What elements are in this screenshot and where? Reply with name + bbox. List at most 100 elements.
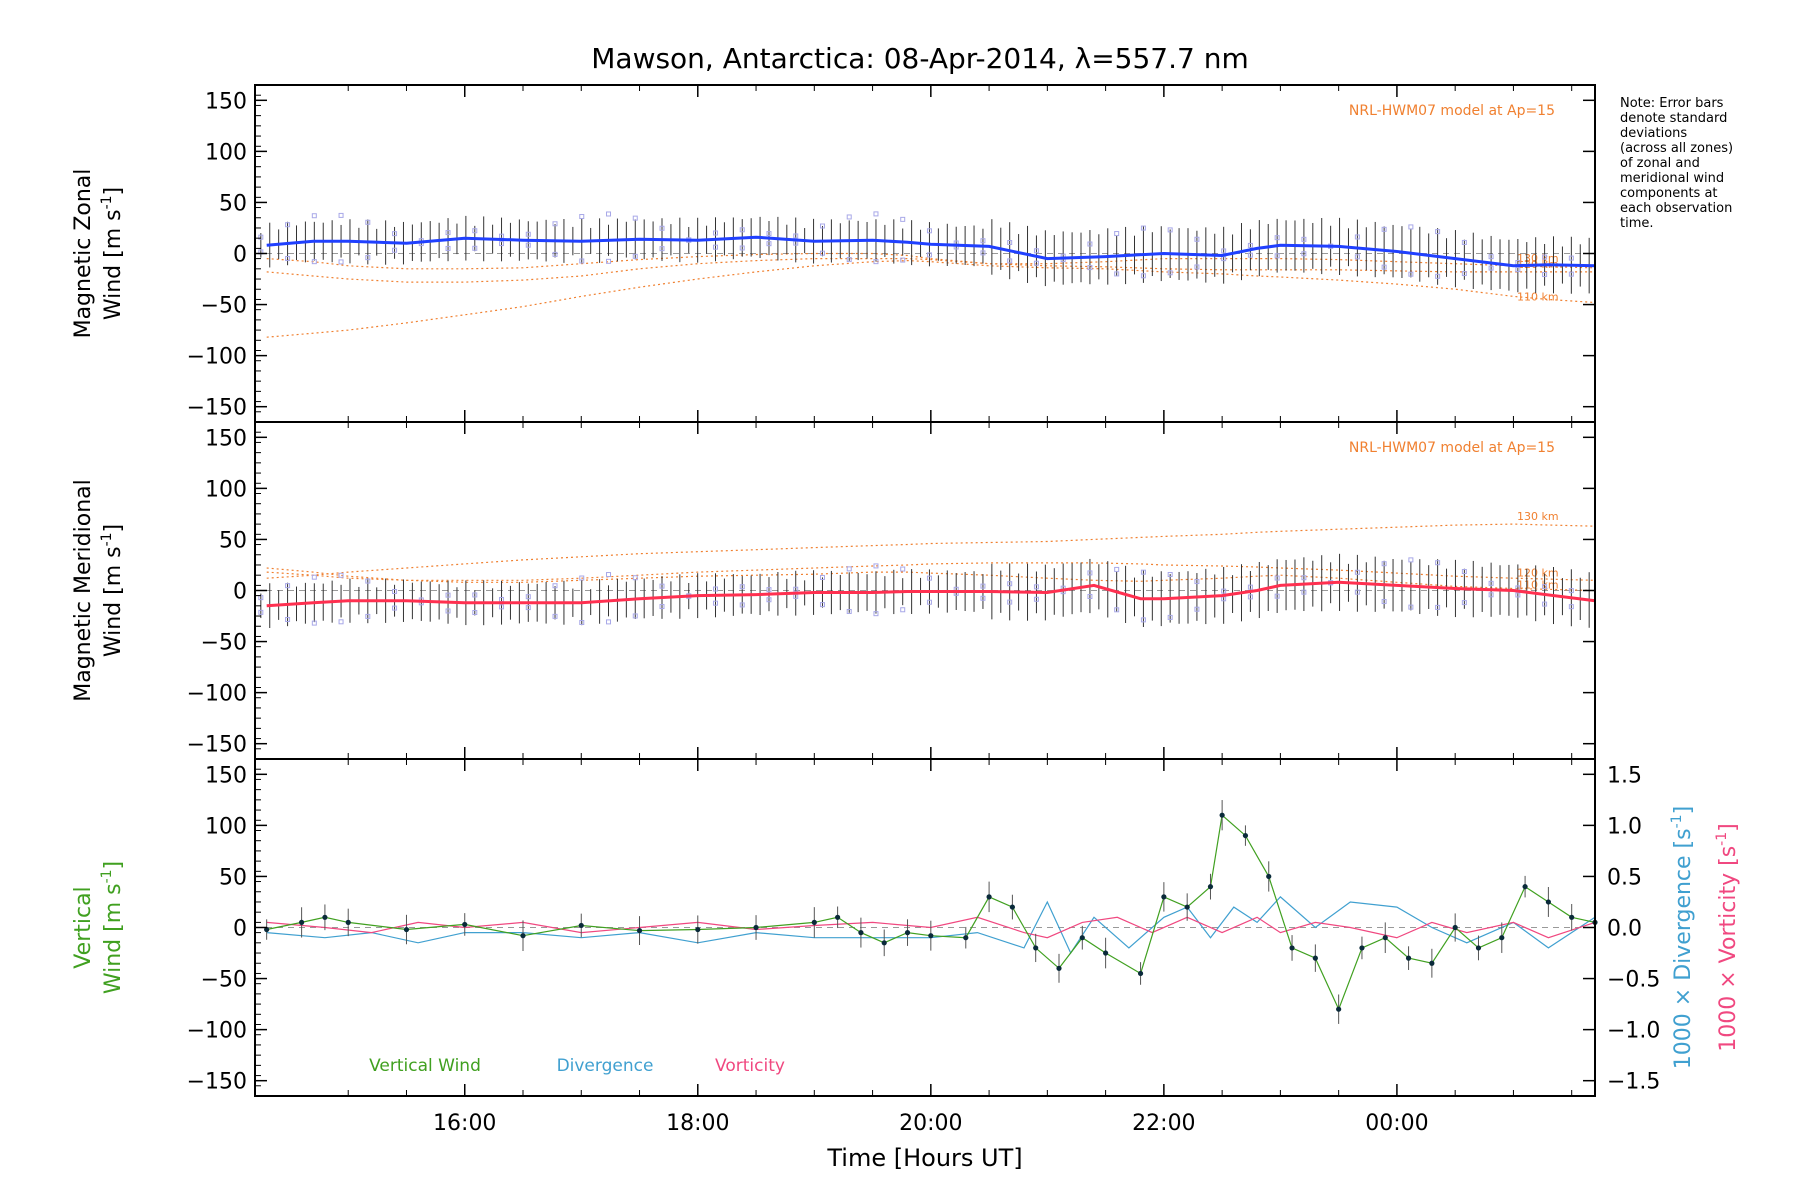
model-curve-label: 130 km <box>1517 252 1559 265</box>
zone-marker <box>712 600 718 606</box>
zone-marker <box>1087 241 1093 247</box>
y-tick-label: 100 <box>205 814 247 839</box>
vertical-wind-point <box>520 933 526 939</box>
zone-marker <box>1488 580 1494 586</box>
zone-marker <box>846 608 852 614</box>
meridional-y-axis-label-line2: Wind [m s-1] <box>99 524 126 657</box>
model-curve <box>266 258 1595 283</box>
zone-marker <box>1408 604 1414 610</box>
zone-marker <box>1568 604 1574 610</box>
y-tick-label: −100 <box>187 345 247 370</box>
vertical-wind-point <box>1382 935 1388 941</box>
note-line: deviations <box>1620 126 1688 141</box>
zone-marker <box>659 583 665 589</box>
zone-marker <box>1221 588 1227 594</box>
vertical-wind-point <box>1429 960 1435 966</box>
zone-marker <box>579 619 585 625</box>
vertical-wind-point <box>1242 832 1249 839</box>
zone-marker <box>900 607 906 613</box>
zone-marker <box>1007 258 1013 264</box>
zone-marker <box>1114 231 1120 237</box>
zone-marker <box>445 608 451 614</box>
zone-marker <box>1194 606 1200 612</box>
vertical-wind-point <box>1184 904 1190 910</box>
zone-marker <box>1194 264 1200 270</box>
zone-marker <box>1247 252 1253 258</box>
zone-marker <box>1408 224 1414 230</box>
vertical-wind-point <box>1499 935 1505 941</box>
zone-marker <box>819 223 825 229</box>
vertical-wind-point <box>811 919 817 925</box>
vertical-y-axis-label: Vertical Wind [m s-1] <box>71 861 126 994</box>
zone-marker <box>846 257 852 263</box>
zone-marker <box>606 619 612 625</box>
zone-marker <box>1435 560 1441 566</box>
zone-marker <box>1488 265 1494 271</box>
zone-marker <box>285 583 291 589</box>
zone-marker <box>1087 593 1093 599</box>
zone-marker <box>712 586 718 592</box>
zone-marker <box>1033 584 1039 590</box>
zone-marker <box>1114 607 1120 613</box>
zone-marker <box>766 597 772 603</box>
vertical-wind-point <box>1475 945 1482 951</box>
zone-marker <box>659 225 665 231</box>
vertical-wind-point <box>904 930 911 936</box>
zone-marker <box>338 572 344 578</box>
zone-marker <box>499 241 505 247</box>
vertical-wind-point <box>1137 970 1144 977</box>
x-tick-label: 18:00 <box>666 1111 729 1136</box>
vertical-wind-point <box>1103 950 1109 956</box>
zone-marker <box>1568 255 1574 261</box>
y2-tick-label: 0.0 <box>1607 917 1642 942</box>
zone-marker <box>926 228 932 234</box>
zone-marker <box>632 215 638 221</box>
zone-marker <box>285 616 291 622</box>
vertical-y-axis-label-line2: Wind [m s-1] <box>99 861 126 994</box>
zone-marker <box>926 575 932 581</box>
note-line: time. <box>1620 216 1654 231</box>
model-curve-label: 110 km <box>1517 579 1559 592</box>
vertical-wind-line <box>266 814 1596 1011</box>
zone-marker <box>1515 267 1521 273</box>
zone-marker <box>1435 604 1441 610</box>
zone-marker <box>1354 254 1360 260</box>
legend-vertical-wind: Vertical Wind <box>369 1056 481 1076</box>
zone-marker <box>632 575 638 581</box>
y2-tick-label: 1.5 <box>1607 763 1642 788</box>
zone-marker <box>579 214 585 220</box>
zone-marker <box>1274 593 1280 599</box>
vertical-wind-point <box>578 922 584 929</box>
zone-marker <box>285 256 291 262</box>
vertical-wind-point <box>835 914 841 920</box>
note-line: Note: Error bars <box>1620 96 1724 111</box>
zone-marker <box>1247 584 1253 590</box>
vertical-wind-point <box>963 935 969 941</box>
zone-marker <box>1381 226 1387 232</box>
zone-marker <box>525 231 531 237</box>
vertical-y-axis-label-line1: Vertical <box>71 886 96 968</box>
vertical-wind-point <box>1009 904 1015 910</box>
model-curve <box>266 562 1596 581</box>
zone-marker <box>1274 235 1280 241</box>
zone-marker <box>819 602 825 608</box>
y-tick-label: 0 <box>233 243 247 268</box>
zone-marker <box>1461 239 1467 245</box>
zone-marker <box>1408 557 1414 563</box>
zone-marker <box>766 241 772 247</box>
zone-marker <box>793 586 799 592</box>
vertical-wind-point <box>636 927 643 934</box>
zone-marker <box>712 244 718 250</box>
meridional-y-axis-label-line1: Magnetic Meridional <box>71 479 96 701</box>
meridional-y-axis-label: Magnetic Meridional Wind [m s-1] <box>71 479 126 701</box>
zone-marker <box>1542 254 1548 260</box>
zone-marker <box>311 259 317 265</box>
vertical-wind-point <box>1219 812 1225 818</box>
zone-marker <box>873 259 879 265</box>
zone-marker <box>873 211 879 217</box>
zone-marker <box>606 572 612 578</box>
zone-marker <box>1301 589 1307 595</box>
zonal-wind-line <box>266 235 1596 268</box>
zone-marker <box>739 245 745 251</box>
vertical-wind-point <box>928 933 934 939</box>
